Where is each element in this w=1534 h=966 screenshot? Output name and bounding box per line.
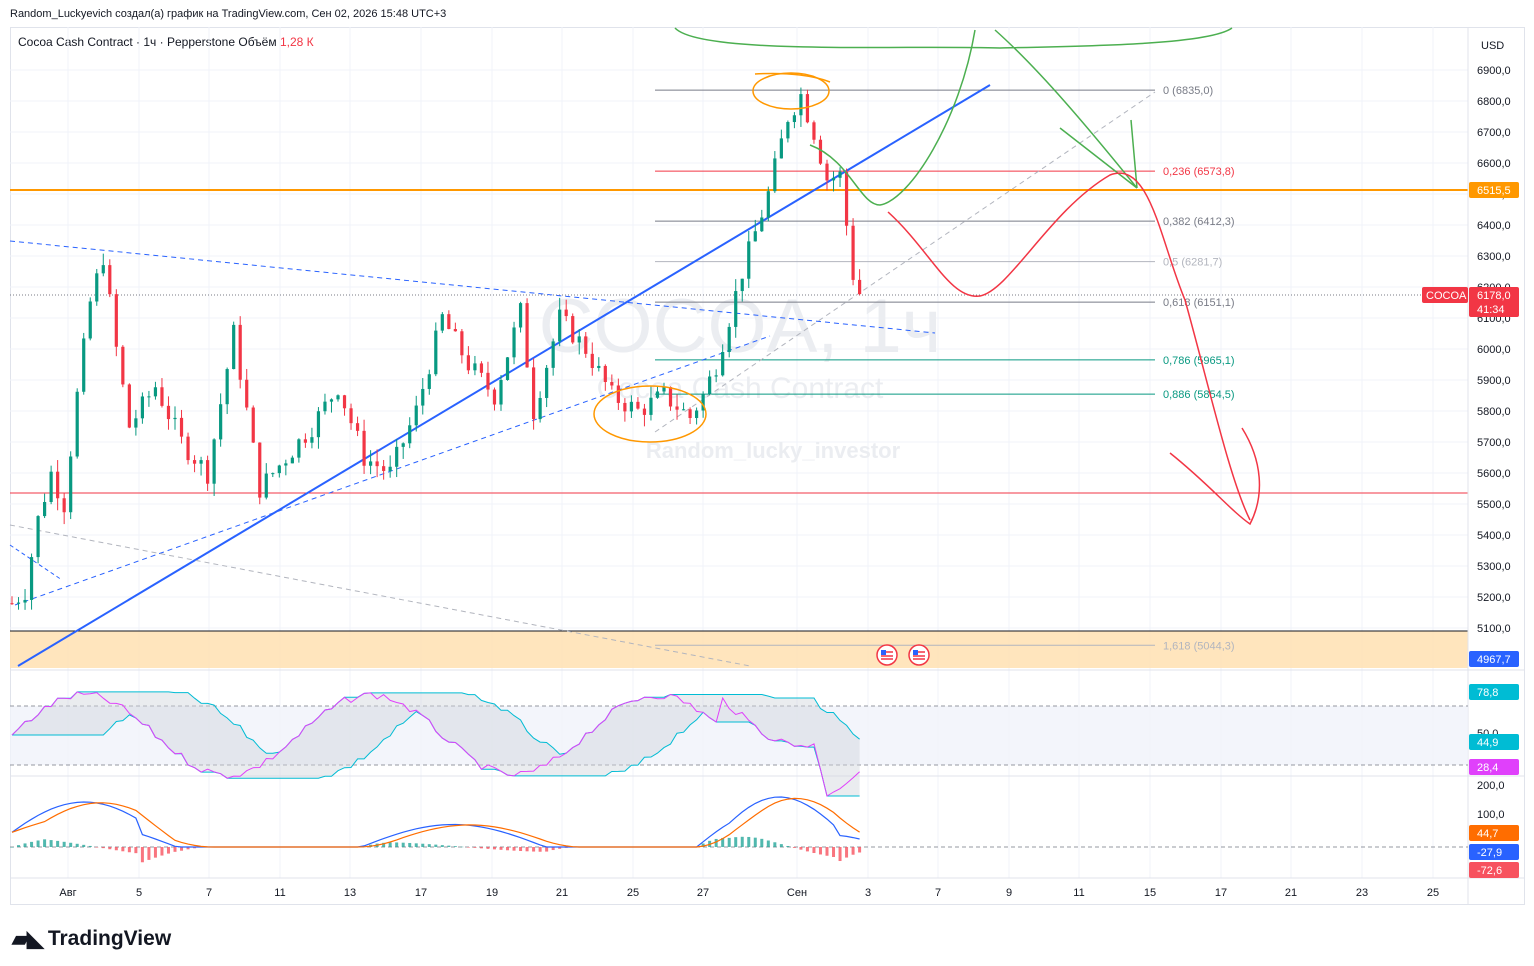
- symbol-line: Cocoa Cash Contract · 1ч · Pepperstone: [18, 35, 236, 49]
- tradingview-logo-icon: ▰◣: [12, 926, 44, 951]
- brand-name: TradingView: [47, 927, 172, 950]
- author-line: Random_Luckyevich создал(а) график на Tr…: [10, 8, 447, 20]
- volume-label: Объём: [238, 35, 277, 49]
- volume-value: 1,28 К: [279, 35, 314, 49]
- symbol-legend[interactable]: Cocoa Cash Contract · 1ч · Pepperstone О…: [18, 35, 314, 49]
- tradingview-brand[interactable]: ▰◣ TradingView: [12, 926, 171, 952]
- chart-frame: [10, 27, 1525, 905]
